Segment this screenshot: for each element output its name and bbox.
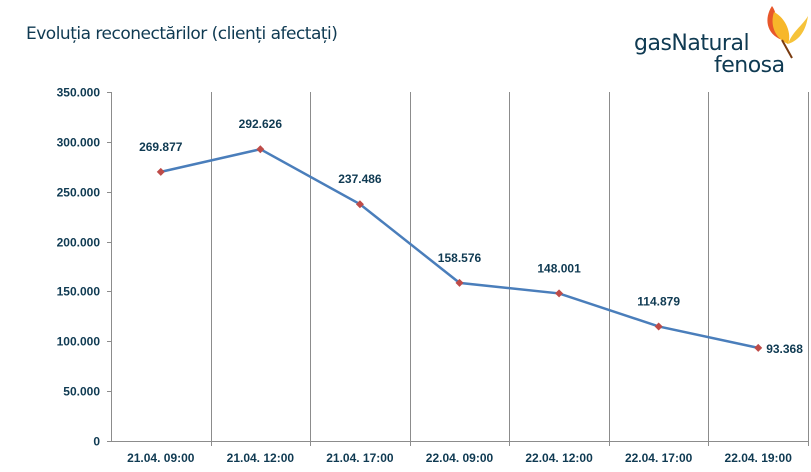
data-label: 158.576 (438, 251, 482, 265)
x-tick-label: 22.04. 19:00 (725, 451, 793, 465)
data-point-marker (654, 322, 663, 331)
y-tick-label: 300.000 (57, 136, 101, 150)
y-tick-label: 50.000 (63, 385, 100, 399)
logo-text-fenosa: fenosa (714, 53, 785, 78)
x-tick-label: 22.04. 17:00 (625, 451, 693, 465)
y-tick-label: 100.000 (57, 335, 101, 349)
x-tick-label: 22.04. 12:00 (525, 451, 593, 465)
x-tick-label: 22.04. 09:00 (426, 451, 494, 465)
series-line (160, 147, 759, 350)
data-point-marker (555, 289, 564, 298)
y-tick-label: 0 (93, 435, 100, 449)
data-point-marker (256, 145, 265, 154)
data-point-marker (455, 278, 464, 287)
data-label: 292.626 (239, 117, 283, 131)
x-tick-label: 21.04. 12:00 (227, 451, 295, 465)
data-label: 114.879 (637, 294, 680, 308)
data-label: 148.001 (537, 261, 581, 275)
data-label: 237.486 (338, 172, 382, 186)
data-label: 93.368 (766, 342, 803, 356)
y-tick-label: 150.000 (57, 285, 101, 299)
chart-title: Evoluția reconectărilor (clienți afectaț… (26, 24, 338, 44)
y-tick-label: 250.000 (57, 186, 101, 200)
data-point-marker (355, 200, 364, 209)
data-point-marker (156, 167, 165, 176)
butterfly-icon (767, 6, 808, 59)
y-tick-label: 200.000 (57, 236, 101, 250)
logo-text-gasnatural: gasNatural (634, 31, 750, 56)
gas-natural-fenosa-logo: gasNatural fenosa (634, 4, 811, 84)
y-tick-label: 350.000 (57, 86, 101, 100)
data-label: 269.877 (139, 140, 183, 154)
x-tick-label: 21.04. 17:00 (326, 451, 394, 465)
data-point-marker (754, 343, 763, 352)
x-tick-label: 21.04. 09:00 (127, 451, 195, 465)
